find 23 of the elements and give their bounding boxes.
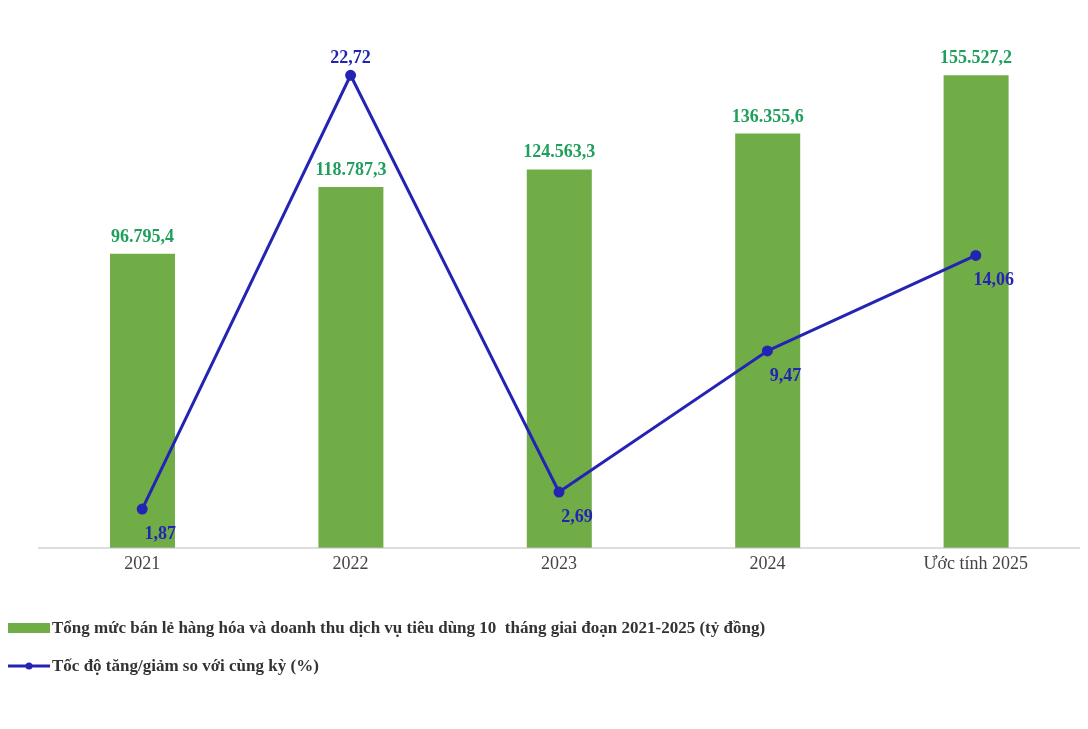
point: [970, 249, 982, 261]
data-label: 124.563,3: [523, 141, 596, 162]
x-tick-label: 2023: [541, 552, 577, 573]
point: [136, 503, 148, 515]
x-tick-label: 2022: [332, 552, 369, 573]
data-label: 118.787,3: [315, 158, 387, 179]
point: [761, 345, 773, 357]
x-tick-label: Ước tính 2025: [923, 552, 1029, 573]
data-label: 22,72: [330, 47, 371, 68]
bar: [110, 253, 175, 548]
bar: [735, 133, 801, 548]
data-label: 155.527,2: [940, 47, 1013, 68]
point: [553, 486, 565, 498]
legend-label: Tổng mức bán lẻ hàng hóa và doanh thu dịch vụ tiêu dùng 10 tháng giai đoạn 2021-2025 (tỷ đồng): [52, 618, 766, 638]
x-tick-label: 2024: [749, 552, 786, 573]
bar: [318, 186, 384, 548]
x-tick-label: 2021: [124, 552, 161, 573]
data-label: 136.355,6: [731, 105, 804, 126]
point: [345, 69, 357, 81]
data-label: 2,69: [561, 506, 593, 527]
bar: [526, 169, 592, 548]
legend-label: Tốc độ tăng/giảm so với cùng kỳ (%): [52, 656, 319, 676]
data-label: 96.795,4: [111, 225, 174, 246]
